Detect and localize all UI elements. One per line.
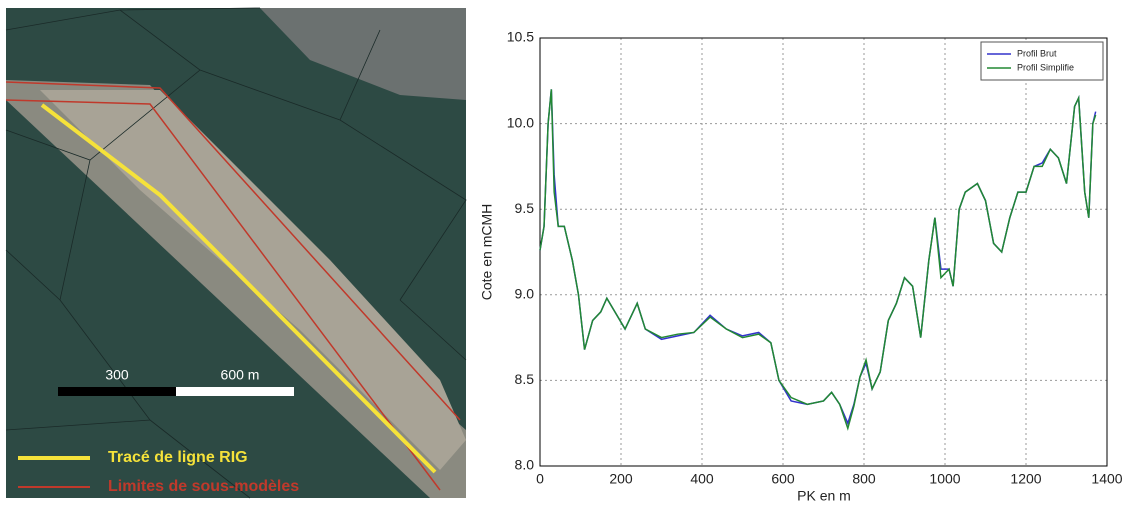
- scale-bar: [58, 387, 176, 396]
- x-tick-label: 1200: [1010, 471, 1041, 487]
- scale-bar: [176, 387, 294, 396]
- chart: PK en m Cote en mCMH 8.0 8.5 9.0 9.5 10.0 10.…: [479, 29, 1123, 504]
- x-tick-label: 1000: [929, 471, 960, 487]
- y-axis-label: Cote en mCMH: [479, 204, 495, 300]
- y-tick-label: 9.5: [515, 200, 535, 216]
- legend-label: Limites de sous-modèles: [108, 478, 299, 495]
- x-tick-label: 200: [609, 471, 633, 487]
- x-tick-label: 400: [690, 471, 714, 487]
- page: {"map": {"scale_labels": ["300", "600 m"…: [0, 0, 1141, 507]
- y-tick-label: 8.0: [515, 457, 535, 473]
- map: 300 600 m Tracé de ligne RIG Limites de …: [6, 8, 466, 498]
- y-tick-label: 10.0: [507, 114, 534, 130]
- legend-label: Tracé de ligne RIG: [108, 449, 248, 466]
- x-tick-label: 800: [852, 471, 876, 487]
- y-tick-label: 9.0: [515, 286, 535, 302]
- y-tick-label: 8.5: [515, 371, 535, 387]
- legend-label: Profil Brut: [1017, 48, 1057, 58]
- data-line: [540, 89, 1096, 428]
- x-tick-label: 600: [771, 471, 795, 487]
- data-line: [540, 89, 1096, 423]
- figure: 300 600 m Tracé de ligne RIG Limites de …: [0, 0, 1141, 507]
- plot-frame: [540, 38, 1107, 466]
- y-tick-label: 10.5: [507, 29, 534, 45]
- legend-label: Profil Simplifie: [1017, 62, 1074, 72]
- x-axis-label: PK en m: [797, 488, 851, 504]
- scale-label: 600 m: [221, 367, 260, 383]
- x-tick-label: 0: [536, 471, 544, 487]
- x-tick-label: 1400: [1091, 471, 1122, 487]
- scale-label: 300: [105, 367, 129, 383]
